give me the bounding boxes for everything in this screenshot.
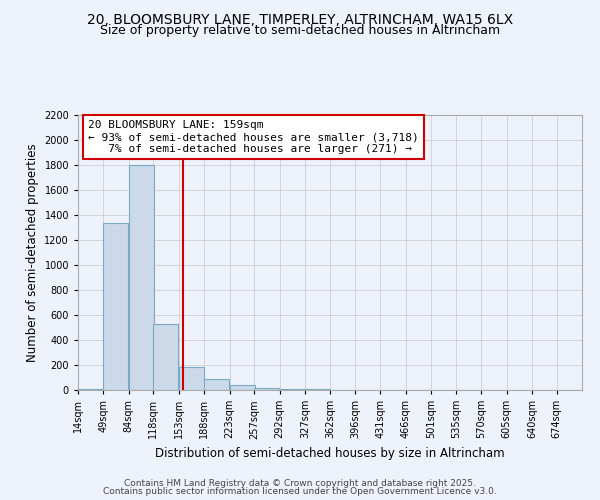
Bar (154, 324, 178, 390)
Bar (254, 388, 279, 390)
Bar (129, 165, 154, 390)
Text: Contains public sector information licensed under the Open Government Licence v3: Contains public sector information licen… (103, 487, 497, 496)
Text: Size of property relative to semi-detached houses in Altrincham: Size of property relative to semi-detach… (100, 24, 500, 37)
Bar (179, 367, 204, 390)
Text: 20 BLOOMSBURY LANE: 159sqm
← 93% of semi-detached houses are smaller (3,718)
   : 20 BLOOMSBURY LANE: 159sqm ← 93% of semi… (88, 120, 419, 154)
Text: Contains HM Land Registry data © Crown copyright and database right 2025.: Contains HM Land Registry data © Crown c… (124, 478, 476, 488)
Bar (204, 380, 229, 390)
Bar (280, 389, 305, 390)
Bar (230, 385, 254, 390)
Bar (103, 222, 128, 390)
Text: 20, BLOOMSBURY LANE, TIMPERLEY, ALTRINCHAM, WA15 6LX: 20, BLOOMSBURY LANE, TIMPERLEY, ALTRINCH… (87, 12, 513, 26)
X-axis label: Distribution of semi-detached houses by size in Altrincham: Distribution of semi-detached houses by … (155, 447, 505, 460)
Y-axis label: Number of semi-detached properties: Number of semi-detached properties (26, 143, 38, 362)
